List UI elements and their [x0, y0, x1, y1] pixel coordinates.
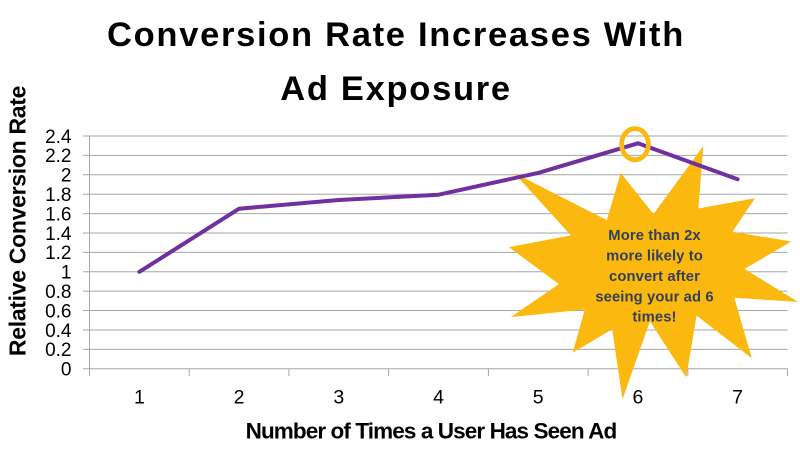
svg-text:1.8: 1.8: [45, 185, 71, 206]
svg-text:6: 6: [632, 386, 643, 408]
svg-text:1.4: 1.4: [45, 224, 72, 245]
svg-text:0.2: 0.2: [45, 340, 71, 361]
svg-text:2.4: 2.4: [45, 127, 72, 148]
svg-text:1.6: 1.6: [45, 204, 71, 225]
svg-text:1: 1: [61, 263, 72, 284]
svg-text:2: 2: [61, 166, 72, 187]
svg-text:Number of Times a User Has See: Number of Times a User Has Seen Ad: [246, 419, 617, 444]
svg-text:Relative Conversion Rate: Relative Conversion Rate: [5, 86, 31, 356]
svg-text:2.2: 2.2: [45, 146, 71, 167]
svg-text:seeing your ad 6: seeing your ad 6: [595, 289, 713, 305]
svg-text:More than 2x: More than 2x: [608, 228, 701, 244]
svg-text:2: 2: [234, 386, 245, 408]
svg-text:4: 4: [433, 386, 444, 408]
svg-text:0.8: 0.8: [45, 282, 71, 303]
svg-text:7: 7: [732, 386, 743, 408]
svg-text:5: 5: [533, 386, 544, 408]
svg-text:0.4: 0.4: [45, 321, 72, 342]
svg-text:convert after: convert after: [609, 269, 700, 285]
svg-text:times!: times!: [632, 310, 676, 326]
svg-text:0: 0: [61, 360, 72, 381]
svg-text:Conversion Rate Increases With: Conversion Rate Increases With: [107, 16, 685, 54]
svg-text:more likely to: more likely to: [606, 248, 703, 264]
svg-text:1: 1: [134, 386, 145, 408]
svg-text:3: 3: [333, 386, 344, 408]
svg-text:0.6: 0.6: [45, 301, 71, 322]
svg-text:1.2: 1.2: [45, 243, 71, 264]
svg-text:Ad Exposure: Ad Exposure: [280, 70, 512, 108]
